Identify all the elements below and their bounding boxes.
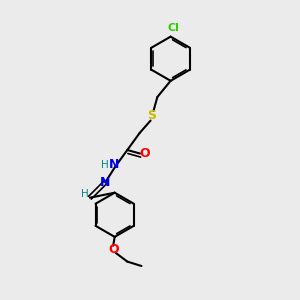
Text: N: N (100, 176, 110, 190)
Text: H: H (81, 189, 88, 199)
Text: Cl: Cl (167, 23, 179, 33)
Text: O: O (140, 147, 150, 160)
Text: H: H (101, 160, 109, 170)
Text: O: O (108, 243, 119, 256)
Text: S: S (148, 109, 157, 122)
Text: N: N (109, 158, 119, 171)
